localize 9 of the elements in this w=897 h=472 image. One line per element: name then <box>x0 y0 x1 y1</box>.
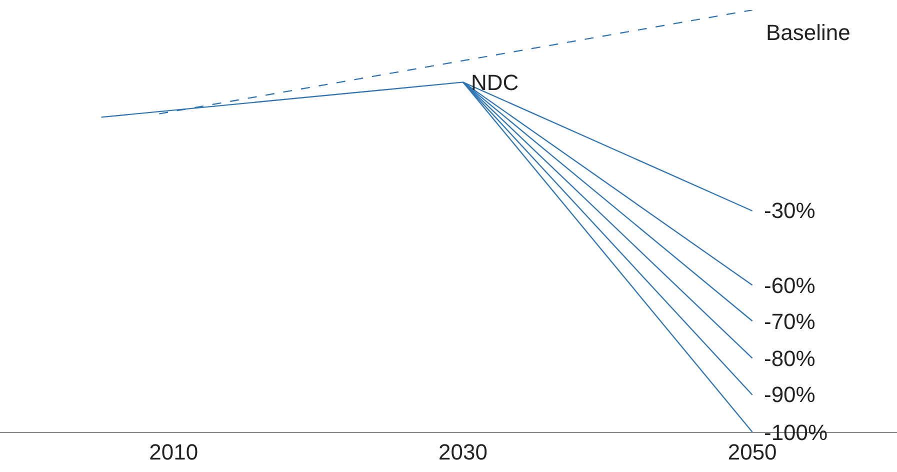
series-label: Baseline <box>766 20 850 45</box>
series-label: -30% <box>764 198 816 223</box>
series-label: NDC <box>471 70 519 95</box>
x-tick-label: 2010 <box>149 439 198 464</box>
series-label: -90% <box>764 382 816 407</box>
series-label: -60% <box>764 273 816 298</box>
series-label: -80% <box>764 346 816 371</box>
x-tick-label: 2030 <box>438 439 488 464</box>
series-label: -70% <box>764 309 816 334</box>
